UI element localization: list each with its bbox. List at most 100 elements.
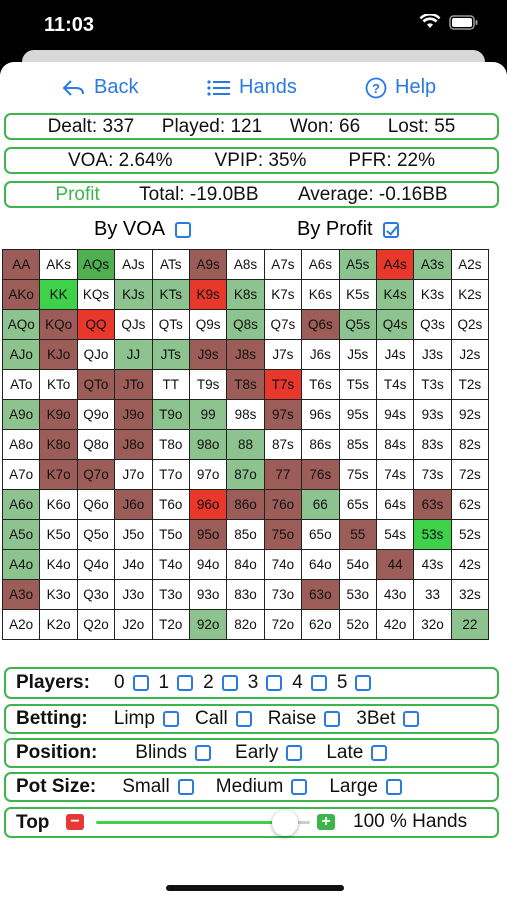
hand-cell[interactable]: T9o — [151, 399, 190, 430]
hand-cell[interactable]: QTs — [151, 309, 190, 340]
hand-cell[interactable]: 62s — [450, 489, 490, 520]
hand-cell[interactable]: 94s — [375, 399, 415, 430]
hand-cell[interactable]: J8o — [114, 429, 153, 460]
hand-cell[interactable]: 33 — [413, 579, 452, 610]
players-checkbox[interactable] — [221, 675, 238, 691]
hand-cell[interactable]: J5o — [114, 519, 153, 550]
hand-cell[interactable]: 84o — [226, 549, 265, 580]
hand-cell[interactable]: 63s — [413, 489, 452, 520]
hand-cell[interactable]: 85o — [226, 519, 265, 550]
hand-cell[interactable]: T6o — [151, 489, 190, 520]
hand-cell[interactable]: J6s — [301, 339, 340, 370]
players-checkbox[interactable] — [177, 675, 194, 691]
hand-cell[interactable]: 93o — [188, 579, 228, 610]
hand-cell[interactable]: 92o — [188, 609, 228, 640]
hand-cell[interactable]: 44 — [375, 549, 415, 580]
hand-cell[interactable]: Q6s — [301, 309, 340, 340]
hand-cell[interactable]: T5s — [338, 369, 377, 400]
hand-cell[interactable]: 74o — [263, 549, 303, 580]
by-profit-checkbox[interactable] — [382, 221, 399, 238]
betting-option[interactable]: 3Bet — [356, 708, 420, 730]
hand-cell[interactable]: 97s — [263, 399, 303, 430]
players-option[interactable]: 5 — [337, 672, 372, 694]
hand-cell[interactable]: 95o — [188, 519, 228, 550]
hand-cell[interactable]: K5s — [338, 279, 377, 310]
hand-cell[interactable]: KJo — [39, 339, 78, 370]
hand-cell[interactable]: 43s — [413, 549, 452, 580]
hand-cell[interactable]: Q2s — [450, 309, 490, 340]
hand-cell[interactable]: KK — [39, 279, 78, 310]
plus-button[interactable]: + — [317, 814, 335, 830]
pot-size-option[interactable]: Small — [122, 776, 194, 798]
hand-cell[interactable]: 66 — [301, 489, 340, 520]
hand-cell[interactable]: 86s — [301, 429, 340, 460]
hand-cell[interactable]: 98o — [188, 429, 228, 460]
hand-cell[interactable]: Q9o — [76, 399, 116, 430]
hand-cell[interactable]: AKo — [1, 279, 41, 310]
hand-cell[interactable]: 87s — [263, 429, 303, 460]
position-checkbox[interactable] — [371, 745, 388, 761]
betting-option[interactable]: Raise — [268, 708, 341, 730]
hand-cell[interactable]: A5o — [1, 519, 41, 550]
hand-cell[interactable]: J3s — [413, 339, 452, 370]
hand-cell[interactable]: AKs — [39, 249, 78, 280]
hand-cell[interactable]: A6s — [301, 249, 340, 280]
hand-cell[interactable]: A4o — [1, 549, 41, 580]
hand-cell[interactable]: 93s — [413, 399, 452, 430]
hand-cell[interactable]: K2s — [450, 279, 490, 310]
hand-cell[interactable]: 75s — [338, 459, 377, 490]
hand-cell[interactable]: T8s — [226, 369, 265, 400]
hand-cell[interactable]: 32s — [450, 579, 490, 610]
hand-cell[interactable]: K8o — [39, 429, 78, 460]
hand-cell[interactable]: KQs — [76, 279, 116, 310]
hand-cell[interactable]: 86o — [226, 489, 265, 520]
back-button[interactable]: Back — [62, 76, 138, 99]
hand-cell[interactable]: Q4s — [375, 309, 415, 340]
hand-cell[interactable]: K4s — [375, 279, 415, 310]
hand-cell[interactable]: KJs — [114, 279, 153, 310]
hand-cell[interactable]: A3o — [1, 579, 41, 610]
hand-cell[interactable]: 82o — [226, 609, 265, 640]
hand-cell[interactable]: 55 — [338, 519, 377, 550]
hand-cell[interactable]: K5o — [39, 519, 78, 550]
players-checkbox[interactable] — [266, 675, 283, 691]
players-option[interactable]: 4 — [292, 672, 327, 694]
hand-cell[interactable]: Q7o — [76, 459, 116, 490]
hand-cell[interactable]: Q5s — [338, 309, 377, 340]
betting-option[interactable]: Call — [195, 708, 252, 730]
position-checkbox[interactable] — [286, 745, 303, 761]
pot-size-checkbox[interactable] — [177, 779, 194, 795]
hand-cell[interactable]: K2o — [39, 609, 78, 640]
hand-cell[interactable]: J9o — [114, 399, 153, 430]
hand-cell[interactable]: T4s — [375, 369, 415, 400]
hand-cell[interactable]: TT — [151, 369, 190, 400]
hand-cell[interactable]: 73s — [413, 459, 452, 490]
hand-cell[interactable]: Q9s — [188, 309, 228, 340]
hand-cell[interactable]: Q3s — [413, 309, 452, 340]
hand-cell[interactable]: Q7s — [263, 309, 303, 340]
hand-cell[interactable]: K6o — [39, 489, 78, 520]
hand-cell[interactable]: 98s — [226, 399, 265, 430]
hand-cell[interactable]: 74s — [375, 459, 415, 490]
hand-cell[interactable]: A2o — [1, 609, 41, 640]
hand-cell[interactable]: 65o — [301, 519, 340, 550]
players-checkbox[interactable] — [355, 675, 372, 691]
hand-cell[interactable]: 96o — [188, 489, 228, 520]
hand-cell[interactable]: 64s — [375, 489, 415, 520]
hand-cell[interactable]: AJs — [114, 249, 153, 280]
hand-cell[interactable]: K9o — [39, 399, 78, 430]
hand-cell[interactable]: AQo — [1, 309, 41, 340]
hand-cell[interactable]: 94o — [188, 549, 228, 580]
hand-cell[interactable]: K7o — [39, 459, 78, 490]
betting-checkbox[interactable] — [324, 711, 341, 727]
hand-cell[interactable]: 43o — [375, 579, 415, 610]
hand-cell[interactable]: 52o — [338, 609, 377, 640]
hand-cell[interactable]: 76s — [301, 459, 340, 490]
hand-cell[interactable]: AJo — [1, 339, 41, 370]
hand-cell[interactable]: T2o — [151, 609, 190, 640]
hand-cell[interactable]: A2s — [450, 249, 490, 280]
betting-checkbox[interactable] — [403, 711, 420, 727]
hand-cell[interactable]: QQ — [76, 309, 116, 340]
hand-cell[interactable]: K7s — [263, 279, 303, 310]
betting-checkbox[interactable] — [162, 711, 179, 727]
